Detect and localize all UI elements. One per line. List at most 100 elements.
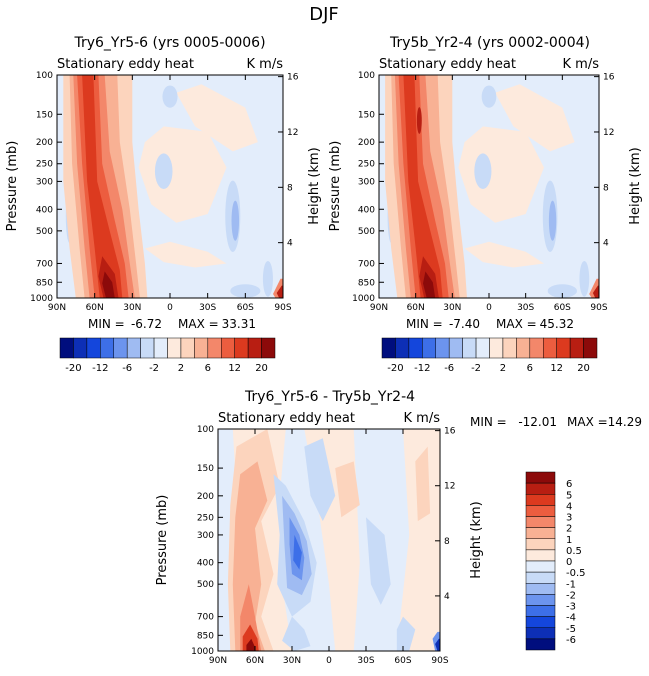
- y-tick-label: 400: [358, 205, 375, 215]
- x-tick-label: 60N: [407, 303, 425, 313]
- y-tick-label: 100: [358, 71, 375, 81]
- x-tick-label: 60N: [86, 303, 104, 313]
- colorbar-label: 12: [228, 363, 241, 374]
- y-tick-label: 250: [36, 160, 53, 170]
- positive-patch: [415, 446, 431, 522]
- colorbar-box: [525, 560, 556, 573]
- y-tick-label: 1000: [191, 647, 214, 657]
- colorbar-box: [489, 337, 504, 359]
- colorbar-label: 1: [566, 535, 572, 546]
- y-tick-label: 150: [358, 110, 375, 120]
- colorbar-box: [448, 337, 463, 359]
- colorbar-box: [529, 337, 544, 359]
- y-tick-label: 400: [36, 205, 53, 215]
- x-tick-label: 90N: [48, 303, 66, 313]
- y-tick-label: 200: [197, 492, 214, 502]
- y-tick-label: 850: [36, 278, 53, 288]
- y-tick-label: 200: [358, 138, 375, 148]
- x-tick-label: 60N: [246, 656, 264, 666]
- panel-b-units: K m/s: [563, 57, 600, 72]
- colorbar-box: [583, 337, 598, 359]
- negative-patch: [579, 260, 590, 297]
- colorbar-box: [395, 337, 410, 359]
- y-tick-label: 500: [197, 580, 214, 590]
- panel-c-title: Try6_Yr5-6 - Try5b_Yr2-4: [244, 389, 415, 405]
- x-tick-label: 30S: [199, 303, 216, 313]
- y-tick-label: 850: [358, 278, 375, 288]
- colorbar-box: [247, 337, 262, 359]
- colorbar-label: -2: [149, 363, 159, 374]
- negative-structure: [282, 616, 311, 651]
- colorbar-label: 0: [566, 557, 572, 568]
- y-tick-label: 300: [358, 177, 375, 187]
- x-tick-label: 30N: [283, 656, 301, 666]
- x-tick-label: 30S: [357, 656, 374, 666]
- colorbar-label: -12: [92, 363, 108, 374]
- colorbar-box: [153, 337, 168, 359]
- y-tick-label: 150: [197, 464, 214, 474]
- colorbar-box: [435, 337, 450, 359]
- colorbar-label: 2: [500, 363, 506, 374]
- x-tick-label: 90S: [431, 656, 448, 666]
- panel-a-title: Try6_Yr5-6 (yrs 0005-0006): [73, 35, 265, 51]
- colorbar-label: 3: [566, 513, 572, 524]
- colorbar-label: 0.5: [566, 546, 582, 557]
- colorbar-label: -6: [444, 363, 454, 374]
- negative-patch: [162, 85, 178, 108]
- x-tick-label: 30N: [443, 303, 461, 313]
- positive-plume-band: [82, 75, 123, 298]
- panel-b-min-value: -7.40: [449, 317, 480, 331]
- panel-b-max-label: MAX =: [496, 317, 537, 331]
- colorbar-box: [525, 638, 556, 651]
- y-tick-label: 1000: [30, 294, 53, 304]
- panel-a-axes: 90N 60N 30N 0 30S 60S 90S 100 150 200 250 300 400 500…: [30, 71, 299, 313]
- panel-b-ylabel: Pressure (mb): [328, 141, 343, 232]
- colorbar-box: [525, 616, 556, 628]
- y-right-tick-label: 8: [603, 183, 609, 193]
- colorbar-label: -4: [566, 613, 576, 624]
- negative-patch: [262, 260, 273, 297]
- colorbar-box: [525, 482, 556, 495]
- panel-a-max-label: MAX =: [178, 317, 219, 331]
- colorbar-label: 6: [566, 479, 572, 490]
- positive-core: [416, 107, 422, 134]
- colorbar-box: [525, 583, 556, 595]
- panel-a-colorbar: -20 -12 -6 -2 2 6 12 20: [59, 337, 276, 374]
- negative-patch: [230, 284, 261, 298]
- colorbar-box: [525, 538, 556, 551]
- colorbar-label: -5: [566, 624, 576, 635]
- panel-a-plot: [57, 75, 283, 298]
- colorbar-box: [221, 337, 235, 359]
- colorbar-box: [502, 337, 517, 359]
- panel-b-colorbar: -20 -12 -6 -2 2 6 12 20: [381, 337, 598, 374]
- y-right-tick-label: 8: [287, 183, 293, 193]
- panel-c-plot: [218, 429, 440, 651]
- negative-structure: [293, 534, 302, 570]
- x-tick-label: 90N: [370, 303, 388, 313]
- positive-patch: [176, 84, 258, 152]
- colorbar-label: -0.5: [566, 568, 586, 579]
- y-tick-label: 500: [36, 227, 53, 237]
- colorbar-box: [422, 337, 436, 359]
- y-tick-label: 300: [197, 531, 214, 541]
- colorbar-box: [525, 471, 556, 484]
- colorbar-box: [462, 337, 477, 359]
- colorbar-label: 2: [178, 363, 184, 374]
- positive-patch: [495, 84, 575, 152]
- colorbar-box: [525, 605, 556, 617]
- colorbar-box: [234, 337, 249, 359]
- negative-structure: [366, 517, 391, 605]
- panel-b-title: Try5b_Yr2-4 (yrs 0002-0004): [389, 35, 590, 51]
- y-tick-label: 250: [197, 513, 214, 523]
- negative-patch: [154, 153, 173, 190]
- x-tick-label: 30S: [517, 303, 534, 313]
- negative-patch: [231, 200, 240, 241]
- colorbar-box: [525, 594, 556, 606]
- y-tick-label: 100: [36, 71, 53, 81]
- colorbar-box: [569, 337, 584, 359]
- colorbar-label: 5: [566, 490, 572, 501]
- panel-c-max-label: MAX =: [567, 415, 608, 429]
- panel-a-units: K m/s: [247, 57, 284, 72]
- colorbar-label: 4: [566, 501, 572, 512]
